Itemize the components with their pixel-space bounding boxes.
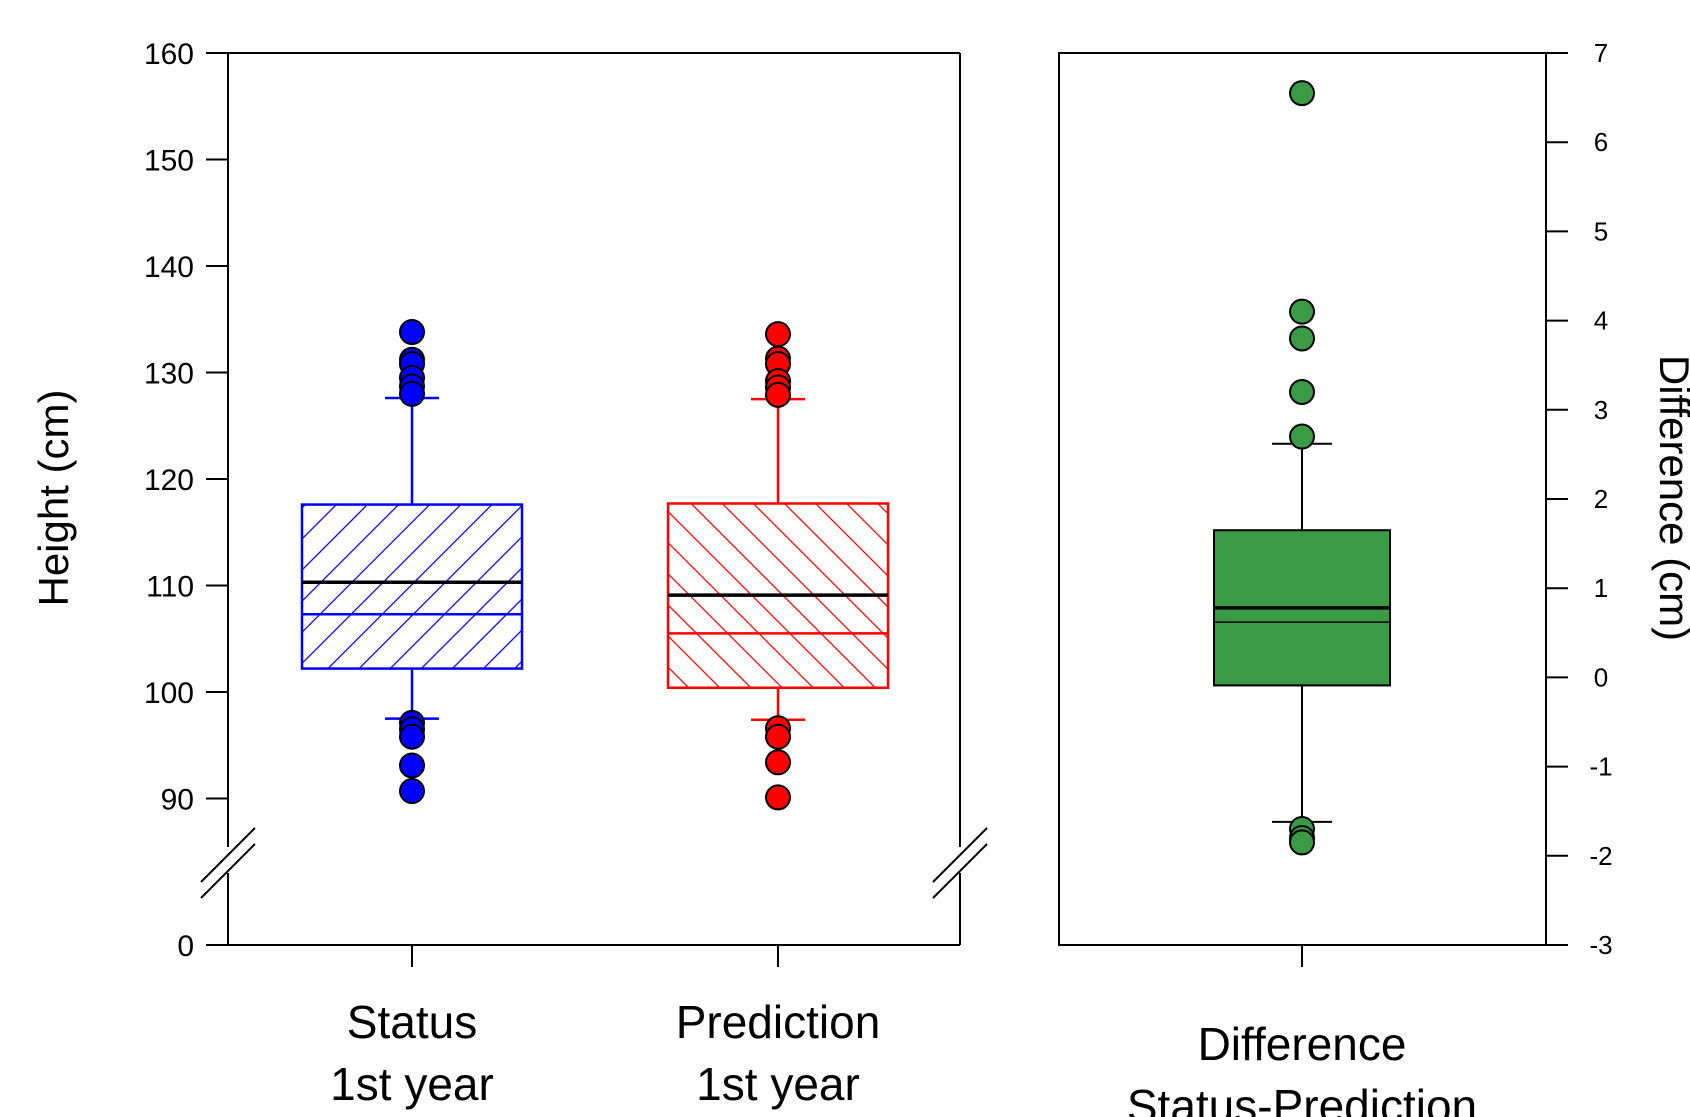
y-tick-label-right: 2 xyxy=(1594,484,1608,514)
outlier-point xyxy=(765,723,791,750)
outlier-point xyxy=(399,752,425,779)
outlier-point xyxy=(1289,378,1315,405)
y-tick-label: 140 xyxy=(144,251,194,284)
outlier-point xyxy=(1289,829,1315,856)
outlier-point xyxy=(765,381,791,408)
y-tick-label: 120 xyxy=(144,464,194,497)
x-category-label: Status-Prediction xyxy=(1127,1080,1477,1117)
y-tick-label: 160 xyxy=(144,38,194,71)
x-category-label: Prediction xyxy=(676,996,881,1048)
x-category-label: 1st year xyxy=(696,1058,860,1110)
axis-break-left-slash-2 xyxy=(200,843,256,899)
left-panel: 160 150 140 130 120 110 100 90 0 Height (cm) Statu… xyxy=(30,38,988,1110)
outlier-point xyxy=(765,784,791,811)
box-difference xyxy=(1213,80,1391,856)
outlier-point xyxy=(1289,325,1315,352)
y-tick-label-right: -2 xyxy=(1589,841,1612,871)
outlier-point xyxy=(765,321,791,348)
y-tick-label-right: 3 xyxy=(1594,395,1608,425)
axis-break-right-slash-2 xyxy=(932,843,988,899)
y-tick-label-right: 5 xyxy=(1594,216,1608,246)
y-tick-label: 100 xyxy=(144,677,194,710)
outlier-point xyxy=(399,778,425,805)
y-tick-label: 0 xyxy=(177,930,194,963)
y-tick-label-right: -1 xyxy=(1589,752,1612,782)
y-tick-label: 150 xyxy=(144,145,194,178)
outlier-point xyxy=(399,380,425,407)
axis-break-right-slash-1 xyxy=(932,827,988,883)
outlier-point xyxy=(1289,423,1315,450)
box-iqr xyxy=(300,503,524,670)
y-tick-label: 110 xyxy=(146,571,194,604)
x-category-label: Status xyxy=(347,996,477,1048)
y-tick-label: 90 xyxy=(161,784,194,817)
y-tick-label-right: 4 xyxy=(1594,306,1608,336)
box-status xyxy=(300,319,524,805)
y-tick-label-right: 1 xyxy=(1594,573,1608,603)
x-category-label: Difference xyxy=(1198,1018,1407,1070)
axis-break-left-slash-1 xyxy=(200,827,256,883)
right-panel: 7 6 5 4 3 2 1 0 -1 -2 -3 Difference (cm) Difference S… xyxy=(1058,38,1690,1117)
box-prediction xyxy=(666,321,890,811)
outlier-point xyxy=(399,319,425,346)
y-tick-label-right: 6 xyxy=(1594,127,1608,157)
outlier-point xyxy=(1289,80,1315,107)
y-tick-label-right: 7 xyxy=(1594,38,1608,68)
x-category-label: 1st year xyxy=(330,1058,494,1110)
outlier-point xyxy=(399,723,425,750)
outlier-point xyxy=(765,749,791,776)
y-tick-label: 130 xyxy=(144,358,194,391)
outlier-point xyxy=(1289,298,1315,325)
y-tick-label-right: 0 xyxy=(1594,662,1608,692)
y-axis-title-right: Difference (cm) xyxy=(1651,355,1690,641)
y-axis-title-left: Height (cm) xyxy=(30,389,77,606)
y-tick-label-right: -3 xyxy=(1589,930,1612,960)
